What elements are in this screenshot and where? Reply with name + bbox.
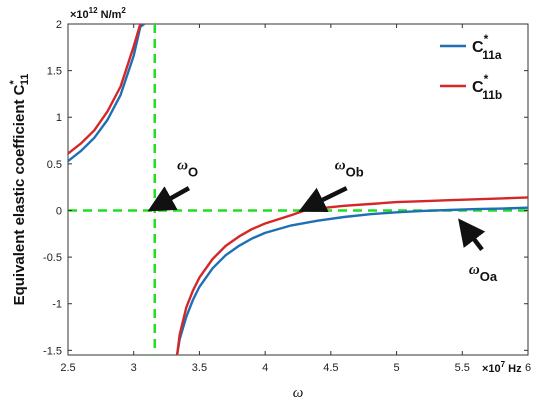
y-tick-label: -1.5 [43, 345, 62, 357]
y-axis-label-symbol: C [11, 84, 28, 95]
y-unit-power: 2 [121, 6, 126, 15]
x-unit: Hz [505, 363, 522, 375]
legend-label-sup: * [484, 72, 489, 86]
series-line-C11b-seg1 [175, 196, 528, 355]
annotation-arrow-o [147, 186, 191, 212]
x-exponent-label: ×107 Hz [482, 360, 522, 375]
y-axis-label-text: Equivalent elastic coefficient [11, 95, 28, 305]
x-tick-label: 3.5 [192, 362, 207, 374]
y-axis-label-sub: 11 [19, 74, 31, 86]
y-tick-label: 1.5 [47, 66, 62, 78]
series-line-C11a-seg1 [175, 206, 528, 355]
legend-label-base: C [472, 79, 484, 96]
annotation-omega: ω [177, 157, 188, 173]
annotation-label-oa: ωOa [469, 262, 498, 284]
y-unit: N/m [98, 9, 122, 21]
annotation-arrow-ob [298, 186, 348, 212]
legend-label-sub: 11a [482, 48, 502, 62]
annotation-arrow-oa [458, 218, 486, 252]
y-tick-label: 0 [56, 205, 62, 217]
x-tick-label: 3 [131, 362, 137, 374]
y-tick-label: 2 [56, 19, 62, 31]
x-tick-label: 4.5 [323, 362, 338, 374]
annotation-omega: ω [469, 262, 480, 278]
y-exponent-power: 12 [89, 6, 98, 15]
legend-label-C11b: C* 11b [472, 72, 502, 102]
annotation-label-o: ωO [177, 157, 198, 179]
x-tick-label: 6 [525, 362, 531, 374]
y-tick-label: 1 [56, 112, 62, 124]
y-tick-label: -1 [52, 299, 62, 311]
x-tick-label: 4 [262, 362, 268, 374]
series-group [68, 24, 528, 355]
y-tick-label: 0.5 [47, 159, 62, 171]
series-line-C11b-seg0 [68, 24, 142, 155]
legend-label-C11a: C* 11a [472, 32, 502, 62]
x-tick-label: 5.5 [455, 362, 470, 374]
x-exponent-power: 7 [501, 360, 506, 369]
annotation-subscript: Ob [346, 164, 364, 179]
axis-ticks: 2.5 3 3.5 4 4.5 5 5.5 6 -1.5 -1 -0.5 0 0.5 1 1.5 2 [43, 19, 531, 374]
annotation-subscript: O [188, 164, 198, 179]
y-axis-label-sup: * [8, 80, 20, 85]
annotation-subscript: Oa [480, 269, 498, 284]
plot-area [67, 23, 529, 356]
annotation-omega: ω [335, 157, 346, 173]
legend-label-sub: 11b [482, 88, 502, 102]
plot-frame [67, 23, 529, 356]
y-exponent-label: ×1012 N/m2 [70, 6, 126, 21]
y-tick-label: -0.5 [43, 252, 62, 264]
x-exponent-base: ×10 [482, 363, 501, 375]
legend-label-sup: * [484, 32, 489, 46]
legend-label-base: C [472, 39, 484, 56]
x-tick-label: 5 [394, 362, 400, 374]
y-exponent-base: ×10 [70, 9, 89, 21]
x-tick-label: 2.5 [60, 362, 75, 374]
y-axis-label: Equivalent elastic coefficient C*11 [8, 74, 31, 306]
annotation-label-ob: ωOb [335, 157, 364, 179]
x-axis-label: ω [293, 385, 304, 401]
